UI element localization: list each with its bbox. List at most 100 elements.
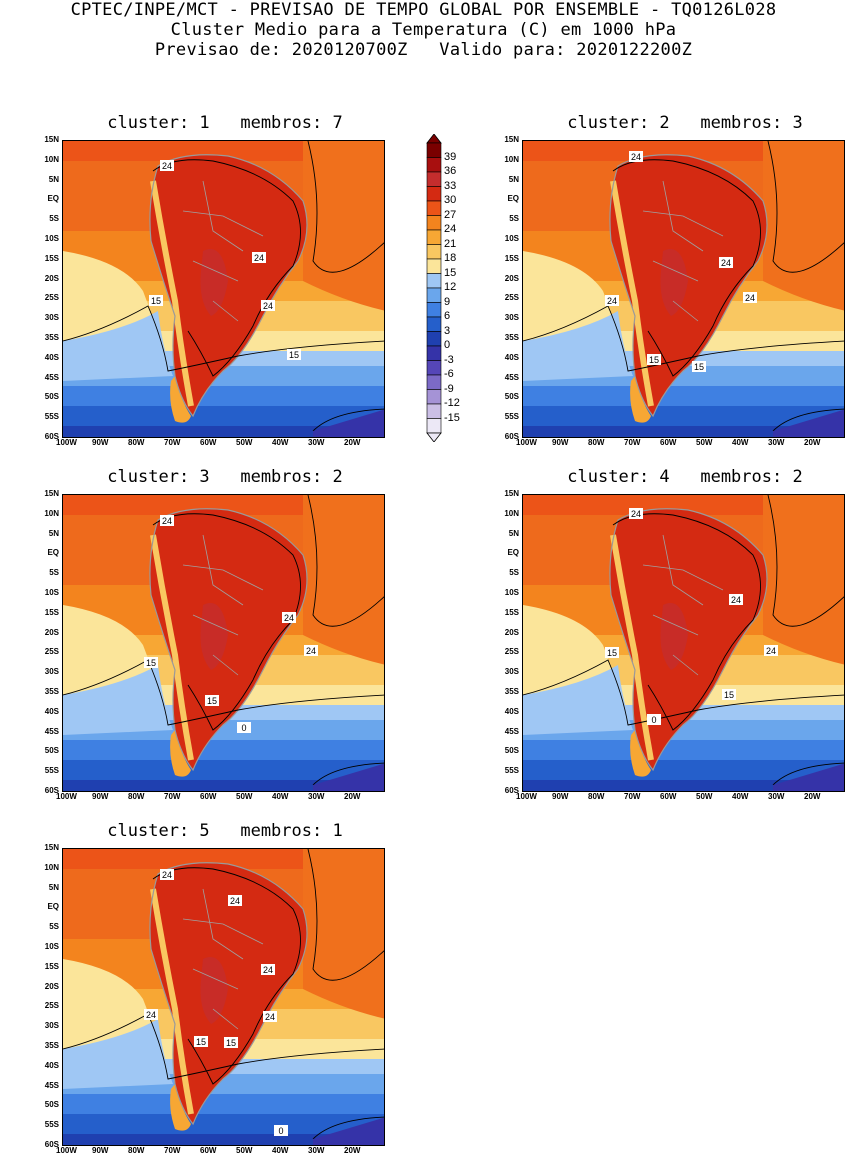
lat-tick-label: 25S: [44, 1001, 59, 1011]
contour-label: 0: [274, 1125, 288, 1136]
lon-tick-label: 100W: [56, 1146, 77, 1155]
contour-label: 24: [252, 252, 266, 263]
lon-tick-label: 50W: [236, 438, 253, 447]
colorbar-swatch: [426, 244, 442, 260]
svg-text:0: 0: [278, 1126, 283, 1136]
lat-tick-label: 30S: [44, 1021, 59, 1031]
lat-tick-label: 10N: [44, 508, 59, 518]
svg-text:24: 24: [745, 293, 755, 303]
lon-tick-label: 70W: [164, 792, 181, 801]
colorbar-svg: [426, 134, 442, 442]
lat-tick-label: 45S: [44, 726, 59, 736]
lat-tick-label: 55S: [44, 1120, 59, 1130]
svg-text:15: 15: [196, 1037, 206, 1047]
colorbar-swatch: [426, 142, 442, 158]
lon-tick-label: 90W: [92, 1146, 109, 1155]
colorbar-label: 27: [444, 208, 457, 221]
lon-tick-label: 20W: [344, 1146, 361, 1155]
lat-tick-label: 10N: [44, 154, 59, 164]
svg-text:24: 24: [607, 296, 617, 306]
lon-tick-label: 40W: [272, 792, 289, 801]
colorbar-swatch: [426, 215, 442, 231]
lat-tick-label: 15S: [44, 961, 59, 971]
lat-tick-label: 15N: [44, 135, 59, 144]
svg-text:24: 24: [731, 595, 741, 605]
header-line-2: Cluster Medio para a Temperatura (C) em …: [170, 20, 677, 40]
lat-tick-label: 30S: [44, 313, 59, 323]
lon-tick-label: 30W: [768, 438, 785, 447]
lon-tick-label: 90W: [92, 438, 109, 447]
lon-tick-label: 80W: [588, 438, 605, 447]
svg-text:0: 0: [241, 723, 246, 733]
colorbar-swatch: [426, 360, 442, 376]
lat-tick-label: 60S: [44, 432, 59, 441]
lon-tick-label: 80W: [128, 438, 145, 447]
colorbar-label: 6: [444, 310, 451, 322]
lat-tick-label: EQ: [47, 548, 59, 558]
lon-tick-label: 60W: [660, 792, 677, 801]
lon-tick-label: 90W: [552, 792, 569, 801]
svg-text:0: 0: [651, 715, 656, 725]
colorbar-swatch: [426, 374, 442, 390]
colorbar-label: 33: [444, 179, 457, 192]
lon-tick-label: 100W: [56, 792, 77, 801]
lat-tick-label: 15N: [504, 489, 519, 498]
lat-tick-label: 20S: [504, 627, 519, 637]
map-panel: 24 24 24 15 15: [62, 140, 385, 438]
lat-tick-label: 5N: [508, 174, 519, 184]
colorbar-swatch: [426, 258, 442, 274]
map-panel: 24 24 24 24 24 15 15 0: [62, 848, 385, 1146]
contour-label: 24: [228, 895, 242, 906]
lat-tick-label: 5S: [49, 568, 59, 578]
contour-label: 15: [692, 361, 706, 372]
svg-text:24: 24: [162, 161, 172, 171]
map-svg: 24 24 24 15 15 0: [63, 495, 384, 791]
svg-text:15: 15: [207, 696, 217, 706]
lat-tick-label: 40S: [44, 1060, 59, 1070]
lon-tick-label: 60W: [200, 1146, 217, 1155]
lat-tick-label: 40S: [504, 352, 519, 362]
lon-tick-label: 100W: [516, 792, 537, 801]
svg-text:24: 24: [766, 646, 776, 656]
lat-tick-label: EQ: [507, 548, 519, 558]
lon-tick-label: 100W: [516, 438, 537, 447]
lat-tick-label: 5N: [508, 528, 519, 538]
lat-tick-label: 5S: [509, 568, 519, 578]
lat-tick-label: 25S: [504, 647, 519, 657]
lon-tick-label: 70W: [164, 438, 181, 447]
lon-tick-label: 80W: [128, 792, 145, 801]
lat-tick-label: 35S: [44, 333, 59, 342]
lat-tick-label: 25S: [44, 647, 59, 657]
svg-text:24: 24: [146, 1010, 156, 1020]
lon-tick-label: 20W: [344, 792, 361, 801]
lat-tick-label: 30S: [44, 667, 59, 677]
svg-text:15: 15: [151, 296, 161, 306]
map-panel: 24 24 24 24 15 15: [522, 140, 845, 438]
contour-label: 24: [719, 257, 733, 268]
lon-tick-label: 30W: [768, 792, 785, 801]
colorbar-label: 30: [444, 194, 457, 206]
colorbar-swatch: [426, 316, 442, 332]
lon-tick-label: 50W: [236, 792, 253, 801]
contour-label: 24: [729, 594, 743, 605]
lat-tick-label: 55S: [44, 412, 59, 422]
svg-text:24: 24: [162, 516, 172, 526]
lat-tick-label: 60S: [504, 786, 519, 795]
contour-label: 0: [647, 714, 661, 725]
panel-title: cluster: 4 membros: 2: [567, 467, 803, 487]
panel-title: cluster: 2 membros: 3: [567, 113, 803, 133]
contour-label: 24: [605, 295, 619, 306]
contour-label: 15: [224, 1037, 238, 1048]
svg-text:15: 15: [607, 648, 617, 658]
colorbar-swatch: [426, 157, 442, 173]
lon-tick-label: 20W: [344, 438, 361, 447]
lat-tick-label: 10N: [504, 508, 519, 518]
lon-tick-label: 50W: [236, 1146, 253, 1155]
svg-text:24: 24: [263, 965, 273, 975]
colorbar-swatch: [426, 345, 442, 361]
svg-text:15: 15: [694, 362, 704, 372]
lon-tick-label: 40W: [732, 438, 749, 447]
svg-text:15: 15: [724, 690, 734, 700]
lat-tick-label: 10S: [44, 588, 59, 597]
contour-label: 24: [160, 160, 174, 171]
